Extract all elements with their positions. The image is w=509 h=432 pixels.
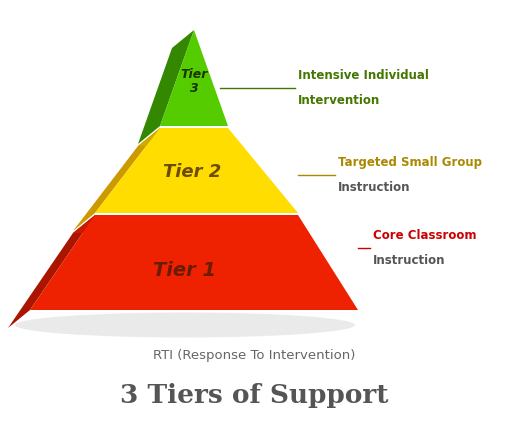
Polygon shape [73, 215, 298, 233]
Text: Tier
3: Tier 3 [180, 69, 208, 95]
Text: Tier 2: Tier 2 [163, 163, 221, 181]
Polygon shape [138, 128, 228, 146]
Text: Instruction: Instruction [338, 181, 410, 194]
Polygon shape [8, 215, 95, 328]
Text: RTI (Response To Intervention): RTI (Response To Intervention) [153, 349, 355, 362]
Polygon shape [73, 128, 160, 231]
Text: 3 Tiers of Support: 3 Tiers of Support [120, 382, 388, 407]
Text: Core Classroom: Core Classroom [373, 229, 476, 242]
Polygon shape [138, 30, 194, 144]
Polygon shape [160, 30, 228, 126]
Text: Tier 1: Tier 1 [153, 260, 216, 280]
Polygon shape [30, 215, 358, 310]
Text: Intensive Individual: Intensive Individual [298, 69, 429, 82]
Text: Instruction: Instruction [373, 254, 445, 267]
Polygon shape [95, 128, 298, 213]
Text: Intervention: Intervention [298, 94, 380, 107]
Text: Targeted Small Group: Targeted Small Group [338, 156, 482, 169]
Ellipse shape [15, 312, 355, 337]
